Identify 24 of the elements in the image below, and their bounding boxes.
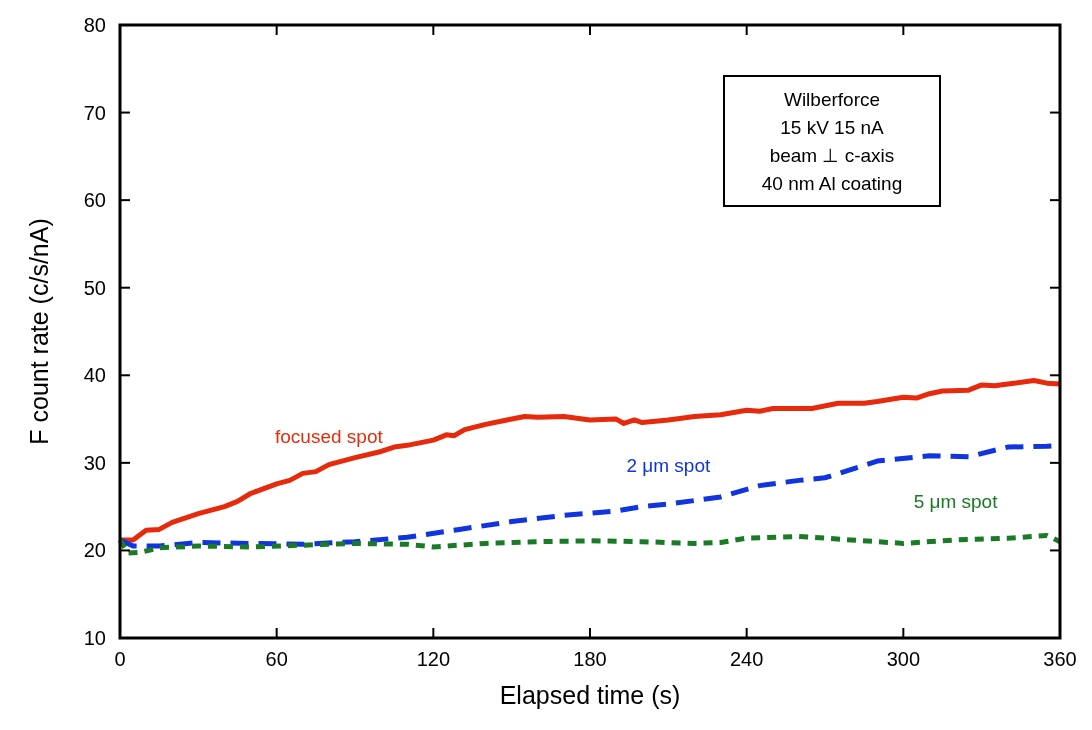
y-tick-label: 20 xyxy=(83,539,106,562)
y-tick-label: 50 xyxy=(83,276,106,299)
x-tick-label: 300 xyxy=(886,648,921,670)
annotation: beam ⊥ c-axis xyxy=(769,145,895,166)
y-tick-label: 30 xyxy=(83,451,106,474)
y-tick-label: 60 xyxy=(83,189,106,212)
series-label: focused spot xyxy=(275,425,384,447)
x-tick-label: 180 xyxy=(573,648,607,670)
x-axis-title: Elapsed time (s) xyxy=(499,681,681,709)
series-label: 2 μm spot xyxy=(626,455,711,477)
y-tick-label: 80 xyxy=(83,14,106,36)
x-tick-label: 0 xyxy=(114,648,126,670)
y-axis-title: F count rate (c/s/nA) xyxy=(25,218,53,445)
x-tick-label: 60 xyxy=(265,648,288,670)
x-tick-label: 120 xyxy=(416,648,451,670)
y-tick-label: 10 xyxy=(83,627,106,649)
x-tick-label: 240 xyxy=(729,648,764,670)
series-label: 5 μm spot xyxy=(913,490,999,512)
y-tick-label: 40 xyxy=(83,364,106,387)
y-tick-label: 70 xyxy=(83,101,106,124)
x-tick-label: 360 xyxy=(1043,648,1077,670)
annotation: 15 kV 15 nA xyxy=(780,117,885,138)
annotation: Wilberforce xyxy=(783,89,881,110)
annotation: 40 nm Al coating xyxy=(761,173,903,194)
